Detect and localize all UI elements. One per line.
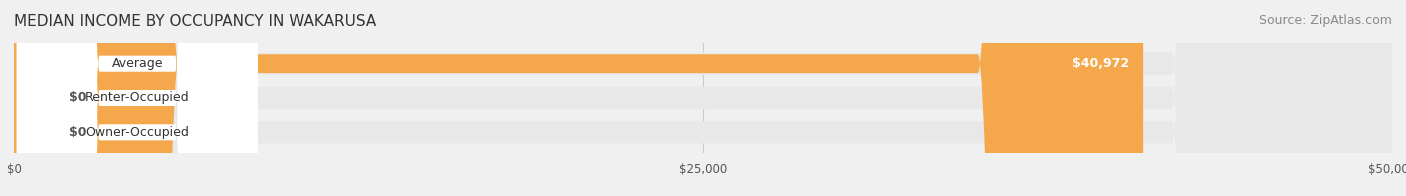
FancyBboxPatch shape — [17, 0, 257, 196]
Text: Renter-Occupied: Renter-Occupied — [86, 92, 190, 104]
FancyBboxPatch shape — [14, 0, 1143, 196]
FancyBboxPatch shape — [14, 0, 1392, 196]
FancyBboxPatch shape — [14, 0, 1392, 196]
Text: $0: $0 — [69, 126, 87, 139]
Text: $40,972: $40,972 — [1073, 57, 1129, 70]
Text: Source: ZipAtlas.com: Source: ZipAtlas.com — [1258, 14, 1392, 27]
Text: MEDIAN INCOME BY OCCUPANCY IN WAKARUSA: MEDIAN INCOME BY OCCUPANCY IN WAKARUSA — [14, 14, 377, 29]
FancyBboxPatch shape — [0, 0, 69, 196]
FancyBboxPatch shape — [17, 0, 257, 196]
Text: Owner-Occupied: Owner-Occupied — [86, 126, 190, 139]
FancyBboxPatch shape — [14, 0, 1392, 196]
FancyBboxPatch shape — [17, 0, 257, 196]
Text: Average: Average — [111, 57, 163, 70]
FancyBboxPatch shape — [0, 0, 69, 196]
Text: $0: $0 — [69, 92, 87, 104]
